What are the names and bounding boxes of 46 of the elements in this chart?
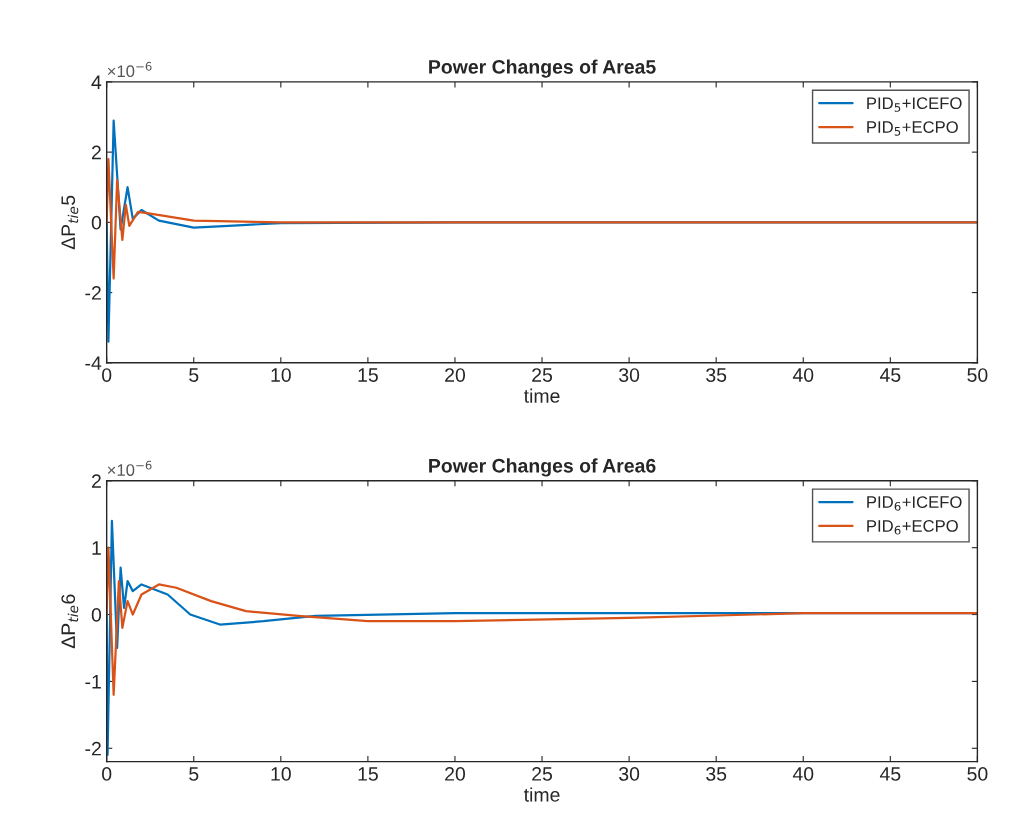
x-tick-label: 40 bbox=[792, 767, 814, 781]
legend-label: PID$_{6}$+ECPO bbox=[867, 520, 958, 535]
y-tick-label: -1 bbox=[85, 675, 101, 689]
legend-label: PID$_{5}$+ICEFO bbox=[867, 97, 962, 112]
x-tick-label: 30 bbox=[619, 767, 640, 781]
y-tick-label: -4 bbox=[85, 356, 102, 370]
x-tick-label: 0 bbox=[102, 767, 112, 781]
chart-title: Power Changes of Area5 bbox=[429, 59, 656, 78]
x-tick-label: 15 bbox=[358, 767, 378, 781]
y-tick-label: 1 bbox=[92, 541, 101, 555]
x-tick-label: 45 bbox=[879, 767, 901, 781]
legend-label: PID$_{6}$+ICEFO bbox=[867, 496, 962, 511]
x-tick-label: 10 bbox=[271, 368, 291, 382]
y-tick-label: 4 bbox=[91, 75, 102, 89]
y-tick-label: 2 bbox=[91, 474, 101, 488]
y-tick-label: 0 bbox=[91, 608, 102, 622]
x-tick-label: 10 bbox=[271, 767, 291, 781]
x-tick-label: 15 bbox=[358, 368, 378, 382]
y-axis-title: ΔP$_{tie}$5 bbox=[61, 195, 79, 250]
x-tick-label: 50 bbox=[967, 767, 988, 781]
legend-label: PID$_{5}$+ECPO bbox=[867, 121, 958, 136]
x-tick-label: 30 bbox=[619, 368, 640, 382]
x-tick-label: 5 bbox=[189, 767, 199, 781]
x-tick-label: 45 bbox=[879, 368, 901, 382]
chart-title: Power Changes of Area6 bbox=[429, 458, 656, 477]
x-tick-label: 35 bbox=[706, 368, 727, 382]
x-axis-title: time bbox=[523, 787, 560, 802]
line-series bbox=[106, 546, 978, 696]
x-tick-label: 20 bbox=[445, 368, 466, 382]
x-tick-label: 25 bbox=[532, 368, 553, 382]
line-series bbox=[106, 158, 978, 280]
x-axis-title: time bbox=[523, 388, 560, 403]
y-tick-label: 0 bbox=[91, 215, 102, 230]
y-tick-label: -2 bbox=[85, 741, 101, 756]
x-tick-label: 5 bbox=[189, 368, 199, 382]
x-tick-label: 35 bbox=[706, 767, 727, 781]
y-tick-label: -2 bbox=[85, 286, 101, 300]
y-tick-label: 2 bbox=[91, 145, 101, 160]
y-axis-title: ΔP$_{tie}$6 bbox=[61, 594, 79, 649]
x-tick-label: 50 bbox=[967, 368, 988, 382]
x-tick-label: 20 bbox=[445, 767, 466, 781]
x-tick-label: 40 bbox=[792, 368, 814, 382]
text: ×10$^{−6}$ bbox=[107, 460, 152, 476]
x-tick-label: 0 bbox=[102, 368, 112, 382]
x-tick-label: 25 bbox=[532, 767, 553, 781]
text: ×10$^{−6}$ bbox=[107, 61, 152, 78]
